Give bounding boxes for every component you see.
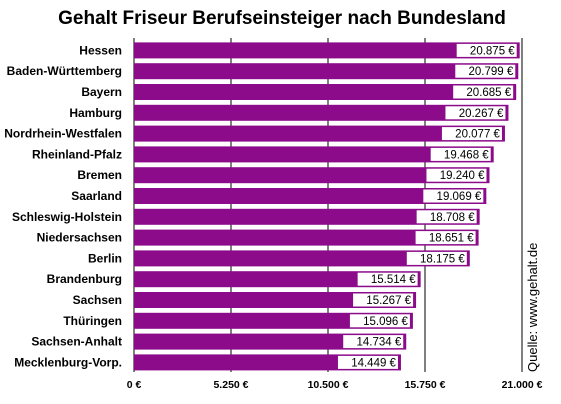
x-tick-label: 15.750 € [405, 379, 446, 391]
value-label: 19.069 € [437, 191, 482, 203]
category-label: Baden-Württemberg [7, 64, 122, 78]
value-label-box [337, 355, 398, 369]
category-label: Niedersachsen [37, 231, 122, 245]
value-label-box [430, 147, 491, 161]
value-label: 14.734 € [356, 337, 401, 349]
value-label-box [426, 168, 487, 182]
value-label-box [406, 251, 467, 265]
bar [134, 104, 509, 121]
value-label: 20.685 € [466, 87, 511, 99]
bar [134, 84, 517, 100]
value-label-box [455, 64, 516, 78]
x-axis-ticks: 0 € 5.250 € 10.500 € 15.750 € 21.000 € [127, 379, 543, 391]
category-label: Brandenburg [47, 272, 122, 286]
category-label: Rheinland-Pfalz [32, 147, 122, 161]
value-label: 18.651 € [429, 233, 474, 245]
value-label: 15.267 € [366, 295, 411, 307]
value-label: 19.468 € [444, 149, 489, 161]
category-label: Nordrhein-Westfalen [4, 127, 122, 141]
value-label: 20.267 € [459, 108, 504, 120]
category-label: Hessen [79, 43, 122, 57]
bar [134, 333, 407, 350]
source-label: Quelle: www.gehalt.de [525, 243, 540, 372]
value-label: 14.449 € [351, 357, 396, 369]
value-label-box [349, 314, 410, 328]
category-label: Mecklenburg-Vorp. [14, 355, 122, 369]
bar [134, 42, 520, 59]
value-label: 18.175 € [420, 253, 465, 265]
value-label: 20.875 € [470, 45, 515, 57]
chart-title: Gehalt Friseur Berufseinsteiger nach Bun… [58, 8, 506, 29]
bar [134, 271, 421, 288]
bar [134, 292, 417, 308]
value-label-box [415, 231, 476, 245]
category-label: Schleswig-Holstein [12, 210, 122, 224]
bar [134, 125, 505, 142]
value-label-box [357, 272, 418, 286]
bar [134, 146, 494, 163]
category-labels: Hessen Baden-Württemberg Bayern Hamburg Nord… [4, 43, 122, 369]
value-label: 20.799 € [469, 66, 514, 78]
bar [134, 188, 487, 204]
category-label: Bremen [77, 168, 122, 182]
value-label-box [416, 210, 477, 224]
value-label-box [423, 189, 484, 203]
value-label-box [453, 85, 514, 99]
value-label: 15.514 € [371, 274, 416, 286]
category-label: Berlin [88, 251, 122, 265]
value-label-box [441, 127, 502, 141]
value-label-box [343, 335, 404, 349]
bar [134, 208, 480, 225]
value-label-box [445, 106, 506, 120]
value-label-box [456, 43, 517, 57]
x-tick-label: 5.250 € [213, 379, 248, 391]
bar [134, 63, 519, 80]
bars: 20.875 € 20.799 € 20.685 € 20.267 € 20.077 €… [134, 42, 520, 371]
category-label: Hamburg [69, 106, 122, 120]
category-label: Bayern [81, 85, 122, 99]
x-tick-label: 10.500 € [308, 379, 349, 391]
value-label: 20.077 € [455, 129, 500, 141]
bar [134, 354, 401, 371]
value-label-box [353, 293, 414, 307]
bar [134, 229, 479, 246]
category-label: Saarland [71, 189, 122, 203]
category-label: Sachsen-Anhalt [31, 335, 122, 349]
x-tick-label: 0 € [127, 379, 142, 391]
value-label: 15.096 € [363, 316, 408, 328]
bar [134, 250, 470, 267]
category-label: Thüringen [63, 314, 122, 328]
x-tick-label: 21.000 € [502, 379, 543, 391]
bar [134, 312, 413, 329]
bar [134, 167, 490, 184]
category-label: Sachsen [73, 293, 122, 307]
value-label: 19.240 € [440, 170, 485, 182]
value-label: 18.708 € [430, 212, 475, 224]
